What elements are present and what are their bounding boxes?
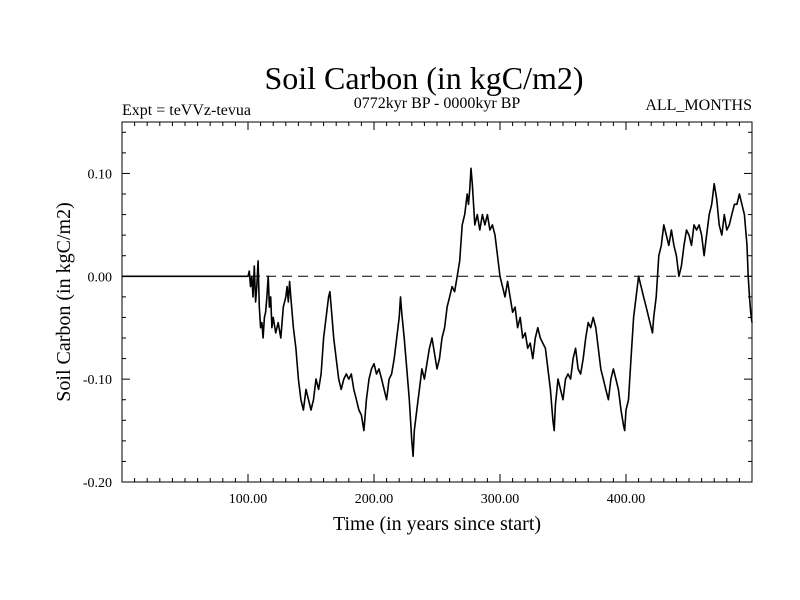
y-tick-label: -0.20 [83, 476, 112, 491]
y-tick-label: 0.00 [88, 270, 113, 285]
soil-carbon-series-line [122, 167, 753, 458]
plot-frame [121, 121, 753, 483]
y-tick-label: 0.10 [88, 167, 113, 182]
x-tick-label: 200.00 [355, 492, 394, 507]
x-tick-label: 400.00 [607, 492, 646, 507]
chart-subtitle-center: 0772kyr BP - 0000kyr BP [354, 95, 521, 112]
chart-subtitle-left: Expt = teVVz-tevua [122, 102, 251, 119]
y-tick-label: -0.10 [83, 373, 112, 388]
x-tick-label: 100.00 [229, 492, 268, 507]
chart-title: Soil Carbon (in kgC/m2) [264, 60, 583, 96]
x-tick-label: 300.00 [481, 492, 520, 507]
y-axis-label: Soil Carbon (in kgC/m2) [53, 202, 75, 401]
x-axis-label: Time (in years since start) [333, 513, 541, 535]
chart-subtitle-right: ALL_MONTHS [645, 97, 752, 114]
